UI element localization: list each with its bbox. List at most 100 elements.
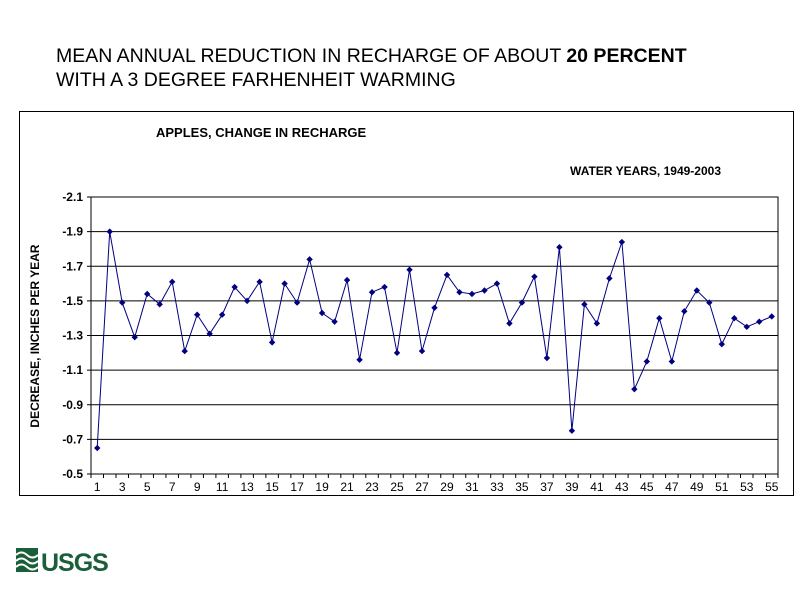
title-bold-text: 20 PERCENT xyxy=(566,45,687,67)
y-tick-label: -1.9 xyxy=(62,225,83,239)
data-point xyxy=(181,347,188,355)
data-point xyxy=(656,314,663,322)
chart-title: APPLES, CHANGE IN RECHARGE xyxy=(156,125,367,140)
x-tick-label: 9 xyxy=(194,480,201,494)
x-tick-label: 37 xyxy=(540,480,554,494)
y-tick-label: -1.7 xyxy=(62,259,83,273)
data-point xyxy=(443,271,451,279)
data-point xyxy=(281,280,288,287)
x-tick-label: 31 xyxy=(465,480,479,494)
slide-title-line2: WITH A 3 DEGREE FARHENHEIT WARMING xyxy=(56,69,456,91)
usgs-wave-icon xyxy=(15,548,39,572)
data-point xyxy=(343,276,351,284)
usgs-logo-text: USGS xyxy=(41,549,108,576)
y-axis: -2.1 -1.9 -1.7 -1.5 -1.3 -1.1 -0.9 -0.7 -0.5 xyxy=(62,190,91,481)
data-point xyxy=(556,244,563,251)
x-tick-label: 23 xyxy=(365,480,379,494)
data-point xyxy=(568,427,576,434)
data-point xyxy=(331,318,338,325)
data-point xyxy=(718,340,725,348)
y-tick-label: -0.9 xyxy=(62,398,83,412)
data-point xyxy=(581,301,588,308)
data-point xyxy=(218,311,226,318)
x-tick-label: 1 xyxy=(94,480,101,494)
data-point xyxy=(406,266,413,273)
usgs-logo: USGS xyxy=(15,546,109,581)
data-point xyxy=(756,318,763,325)
line-chart: APPLES, CHANGE IN RECHARGE WATER YEARS, … xyxy=(28,125,779,494)
data-point xyxy=(481,287,488,294)
data-point xyxy=(131,334,138,341)
data-point xyxy=(393,349,401,357)
data-point xyxy=(368,289,376,296)
data-point xyxy=(206,330,213,337)
data-point xyxy=(243,297,251,305)
gridlines xyxy=(91,196,778,475)
y-tick-label: -2.1 xyxy=(62,190,83,204)
data-point xyxy=(593,320,601,327)
data-point xyxy=(731,314,738,322)
x-tick-label: 27 xyxy=(415,480,429,494)
data-point xyxy=(518,299,526,306)
data-point xyxy=(693,287,701,294)
x-tick-label: 5 xyxy=(144,480,151,494)
x-axis: 1 3 5 7 9 11 13 15 17 19 21 23 25 27 29 31 33 35 37 39 41 43 4… xyxy=(90,474,779,494)
data-point xyxy=(606,275,613,282)
data-point xyxy=(618,238,626,246)
data-point xyxy=(531,273,538,280)
chart-frame: APPLES, CHANGE IN RECHARGE WATER YEARS, … xyxy=(19,111,794,496)
y-tick-label: -1.3 xyxy=(62,329,83,343)
data-point xyxy=(493,280,501,287)
data-point xyxy=(94,444,101,452)
title-text: MEAN ANNUAL REDUCTION IN RECHARGE OF ABO… xyxy=(56,45,567,67)
x-tick-label: 45 xyxy=(640,480,654,494)
data-point xyxy=(456,289,463,296)
data-point xyxy=(643,358,651,365)
data-point xyxy=(668,358,676,365)
data-point xyxy=(318,309,326,317)
x-tick-label: 51 xyxy=(715,480,729,494)
data-point xyxy=(144,290,151,298)
data-point xyxy=(468,290,476,298)
data-point xyxy=(706,299,713,306)
y-axis-label: DECREASE, INCHES PER YEAR xyxy=(28,244,42,427)
data-point xyxy=(356,356,363,363)
data-point xyxy=(119,299,126,306)
x-tick-label: 11 xyxy=(216,480,229,494)
data-point xyxy=(381,283,388,291)
y-tick-label: -1.1 xyxy=(62,363,83,377)
y-tick-label: -0.7 xyxy=(62,432,83,446)
x-tick-label: 29 xyxy=(440,480,454,494)
data-point xyxy=(293,299,301,306)
x-tick-label: 55 xyxy=(765,480,779,494)
x-tick-label: 17 xyxy=(290,480,304,494)
x-tick-label: 21 xyxy=(340,480,354,494)
x-tick-label: 13 xyxy=(240,480,254,494)
data-point xyxy=(306,256,313,263)
data-point xyxy=(193,311,201,318)
x-tick-label: 39 xyxy=(565,480,579,494)
data-point xyxy=(268,339,276,346)
data-point xyxy=(256,278,263,286)
x-tick-label: 25 xyxy=(390,480,404,494)
x-tick-label: 53 xyxy=(740,480,754,494)
data-point xyxy=(631,385,638,393)
series-group xyxy=(94,228,775,452)
x-tick-label: 15 xyxy=(265,480,279,494)
x-tick-label: 7 xyxy=(169,480,176,494)
x-tick-label: 19 xyxy=(315,480,329,494)
slide-title: MEAN ANNUAL REDUCTION IN RECHARGE OF ABO… xyxy=(56,44,687,92)
x-tick-label: 3 xyxy=(119,480,126,494)
y-tick-label: -0.5 xyxy=(62,467,83,481)
data-point xyxy=(231,283,238,291)
x-tick-label: 49 xyxy=(690,480,704,494)
x-tick-label: 43 xyxy=(615,480,629,494)
x-tick-label: 35 xyxy=(515,480,529,494)
data-point xyxy=(506,320,513,327)
data-point xyxy=(418,347,426,355)
series-line xyxy=(96,231,772,449)
x-tick-label: 47 xyxy=(665,480,679,494)
chart-subtitle: WATER YEARS, 1949-2003 xyxy=(570,164,721,178)
data-point xyxy=(743,323,750,331)
x-tick-label: 41 xyxy=(590,480,604,494)
